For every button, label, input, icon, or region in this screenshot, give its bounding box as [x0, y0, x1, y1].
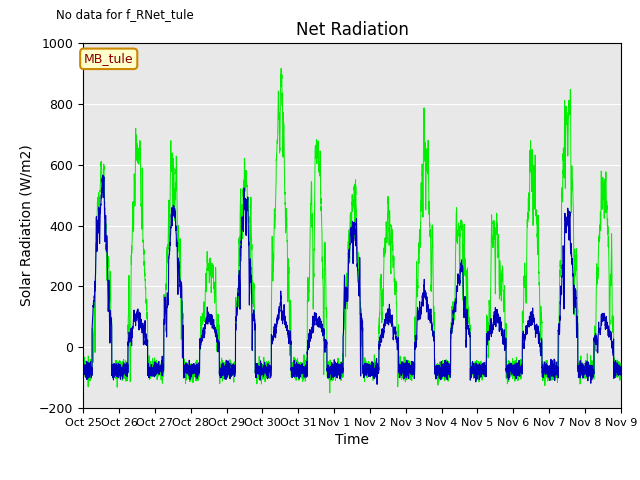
Rnet_4way [473, 365, 481, 371]
Rnet_4way [326, 390, 333, 396]
RNet_wat [473, 371, 481, 377]
Rnet_4way [79, 369, 87, 374]
Rnet_4way [176, 245, 184, 251]
RNet_wat [616, 371, 624, 377]
RNet_wat [79, 370, 87, 376]
Text: No data for f_RNet_tule: No data for f_RNet_tule [56, 8, 194, 21]
RNet_wat [176, 283, 184, 289]
Rnet_4way [617, 367, 625, 373]
RNet_wat [373, 382, 381, 387]
Y-axis label: Solar Radiation (W/m2): Solar Radiation (W/m2) [20, 145, 33, 306]
Rnet_4way [503, 367, 511, 372]
RNet_wat [617, 372, 625, 378]
Rnet_4way [616, 365, 624, 371]
Line: RNet_wat: RNet_wat [83, 175, 621, 384]
RNet_wat [443, 372, 451, 377]
Text: MB_tule: MB_tule [84, 52, 134, 65]
Rnet_4way [443, 368, 451, 374]
RNet_wat [503, 371, 511, 377]
Rnet_4way [332, 363, 340, 369]
RNet_wat [332, 372, 340, 378]
Rnet_4way [277, 66, 285, 72]
X-axis label: Time: Time [335, 433, 369, 447]
Title: Net Radiation: Net Radiation [296, 21, 408, 39]
RNet_wat [99, 172, 107, 178]
Line: Rnet_4way: Rnet_4way [83, 69, 621, 393]
